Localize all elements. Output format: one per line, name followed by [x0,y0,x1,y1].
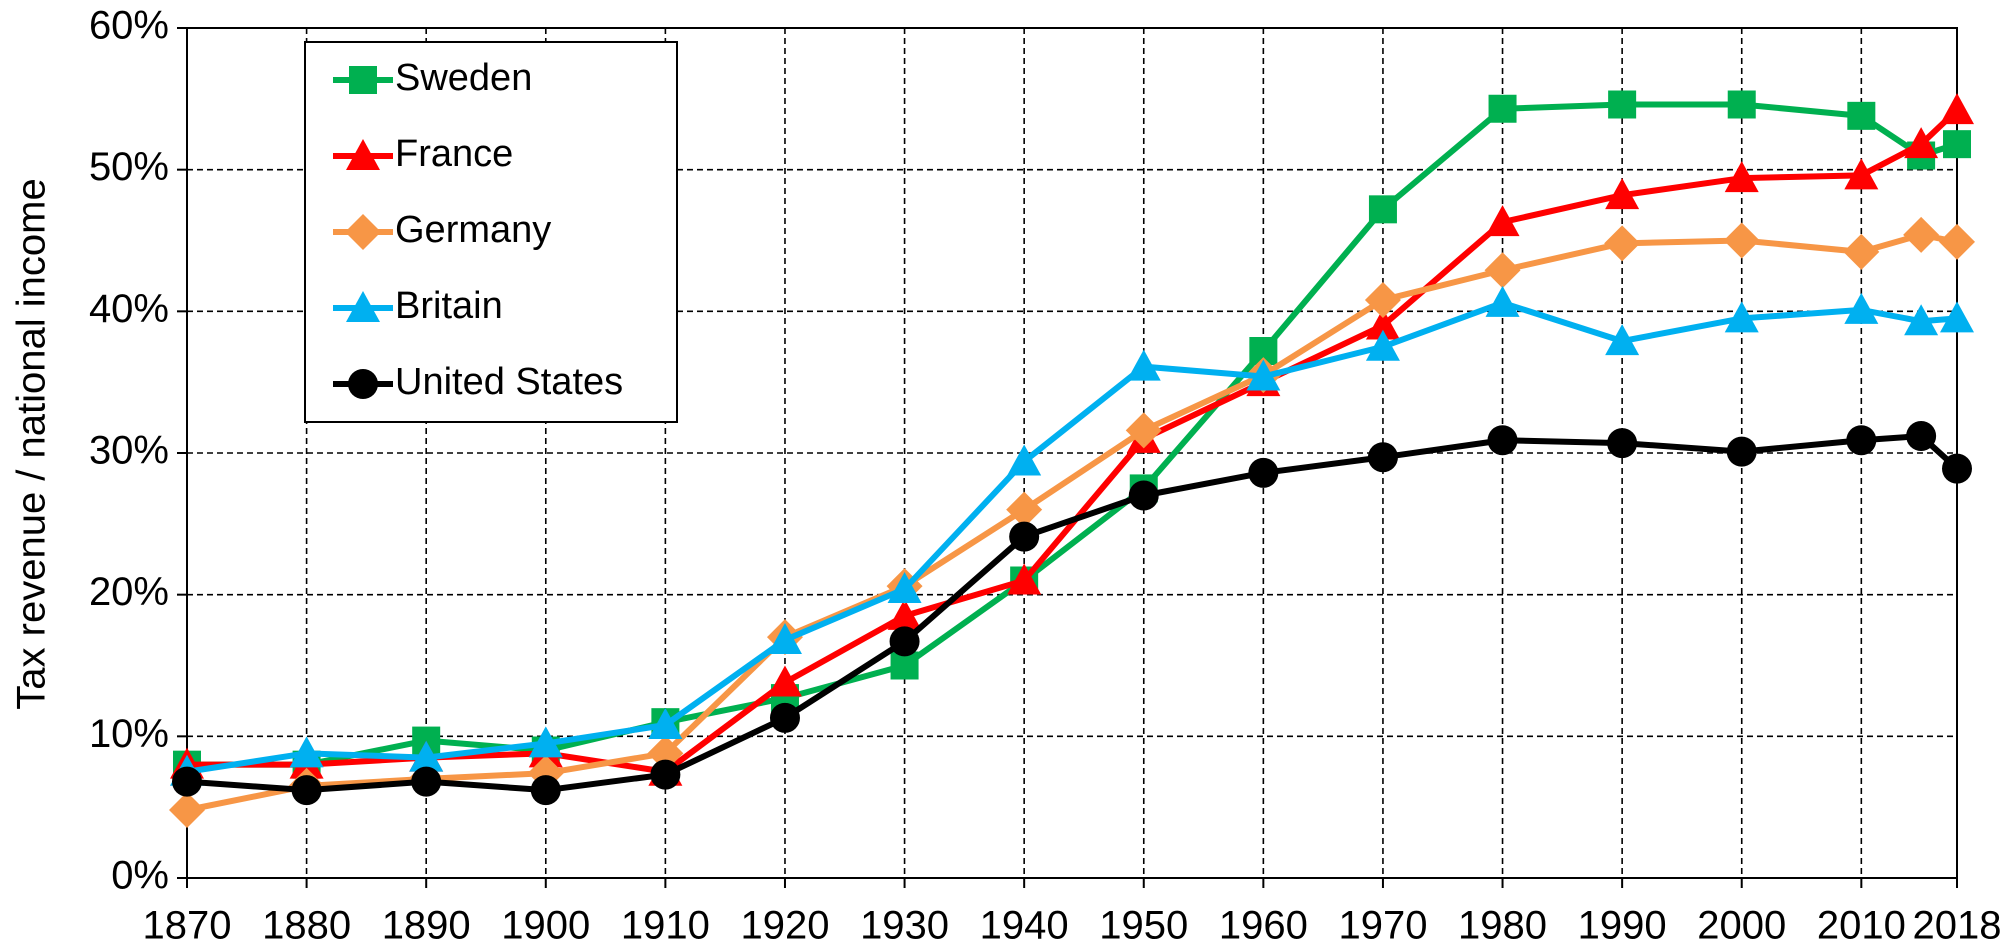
marker [1940,301,1974,333]
x-tick-label: 1910 [621,904,710,940]
legend-label: Sweden [395,57,532,99]
marker [411,766,442,797]
x-tick-label: 1940 [980,904,1069,940]
marker [1903,216,1940,253]
marker [1484,252,1521,289]
marker [1246,359,1281,391]
marker [1846,425,1877,456]
marker [349,66,377,94]
x-tick-label: 1990 [1578,904,1667,940]
marker [650,759,681,790]
marker [767,623,802,654]
marker [887,572,922,603]
marker [1843,233,1880,270]
marker [348,369,378,399]
marker [1485,205,1520,237]
marker [1487,425,1518,456]
marker [1009,521,1040,552]
y-axis-label: Tax revenue / national income [10,178,54,709]
marker [172,766,202,797]
x-tick-label: 1960 [1219,904,1308,940]
marker [1847,101,1876,130]
marker [1128,480,1159,511]
marker [648,708,683,739]
marker [1904,304,1939,336]
x-tick-label: 1880 [262,904,351,940]
marker [409,740,444,772]
x-tick-label: 1930 [860,904,949,940]
marker [346,139,380,170]
marker [1723,222,1760,259]
marker [1844,158,1879,190]
y-tick-label: 20% [89,570,169,614]
x-tick-label: 1970 [1338,904,1427,940]
marker [528,726,563,758]
marker [1006,491,1043,528]
marker [1485,285,1520,317]
legend-box [304,41,678,423]
marker [1605,178,1640,210]
marker [1844,292,1879,324]
marker [1943,130,1971,159]
marker [289,736,324,768]
marker [1007,563,1042,595]
marker [1940,93,1974,125]
marker [1604,225,1641,262]
marker [1904,127,1939,159]
marker [1125,412,1162,449]
marker [1724,161,1759,193]
marker [291,775,322,806]
legend: Sweden France Germany Britain United States [304,41,678,423]
legend-label: France [395,133,513,175]
marker [1726,436,1757,467]
x-tick-label: 2000 [1697,904,1786,940]
y-tick-label: 60% [89,4,169,48]
legend-label: Germany [395,209,551,251]
marker [889,626,920,657]
y-tick-label: 0% [111,854,169,898]
marker [1365,329,1400,361]
x-tick-label: 2010 [1817,904,1906,940]
marker [1939,223,1975,260]
marker [1727,90,1756,119]
x-tick-label: 1950 [1099,904,1188,940]
y-tick-label: 30% [89,429,169,473]
x-tick-label: 1920 [740,904,829,940]
marker [767,665,802,697]
marker [530,775,561,806]
marker [1608,90,1637,119]
legend-label: Britain [395,285,503,327]
x-tick-label: 1900 [501,904,590,940]
legend-label: United States [395,361,623,403]
marker [1365,308,1400,340]
marker [1367,442,1398,473]
x-tick-label: 2018 [1913,904,2002,940]
marker [1607,428,1638,459]
marker [1368,195,1397,224]
marker [769,702,800,733]
marker [1906,421,1937,451]
marker [1605,324,1640,356]
marker [1126,349,1161,381]
marker [1724,301,1759,333]
y-tick-label: 40% [89,287,169,331]
x-tick-label: 1980 [1458,904,1547,940]
x-tick-label: 1870 [143,904,232,940]
marker [1364,282,1401,318]
marker [345,214,381,250]
y-tick-label: 50% [89,145,169,189]
marker [1007,444,1042,476]
x-tick-label: 1890 [382,904,471,940]
y-tick-label: 10% [89,712,169,756]
marker [1942,453,1972,484]
marker [346,291,380,322]
marker [1488,94,1517,123]
marker [647,735,684,772]
marker [887,598,922,630]
plot-frame [186,27,1958,879]
marker [1248,457,1279,488]
marker [169,792,205,828]
